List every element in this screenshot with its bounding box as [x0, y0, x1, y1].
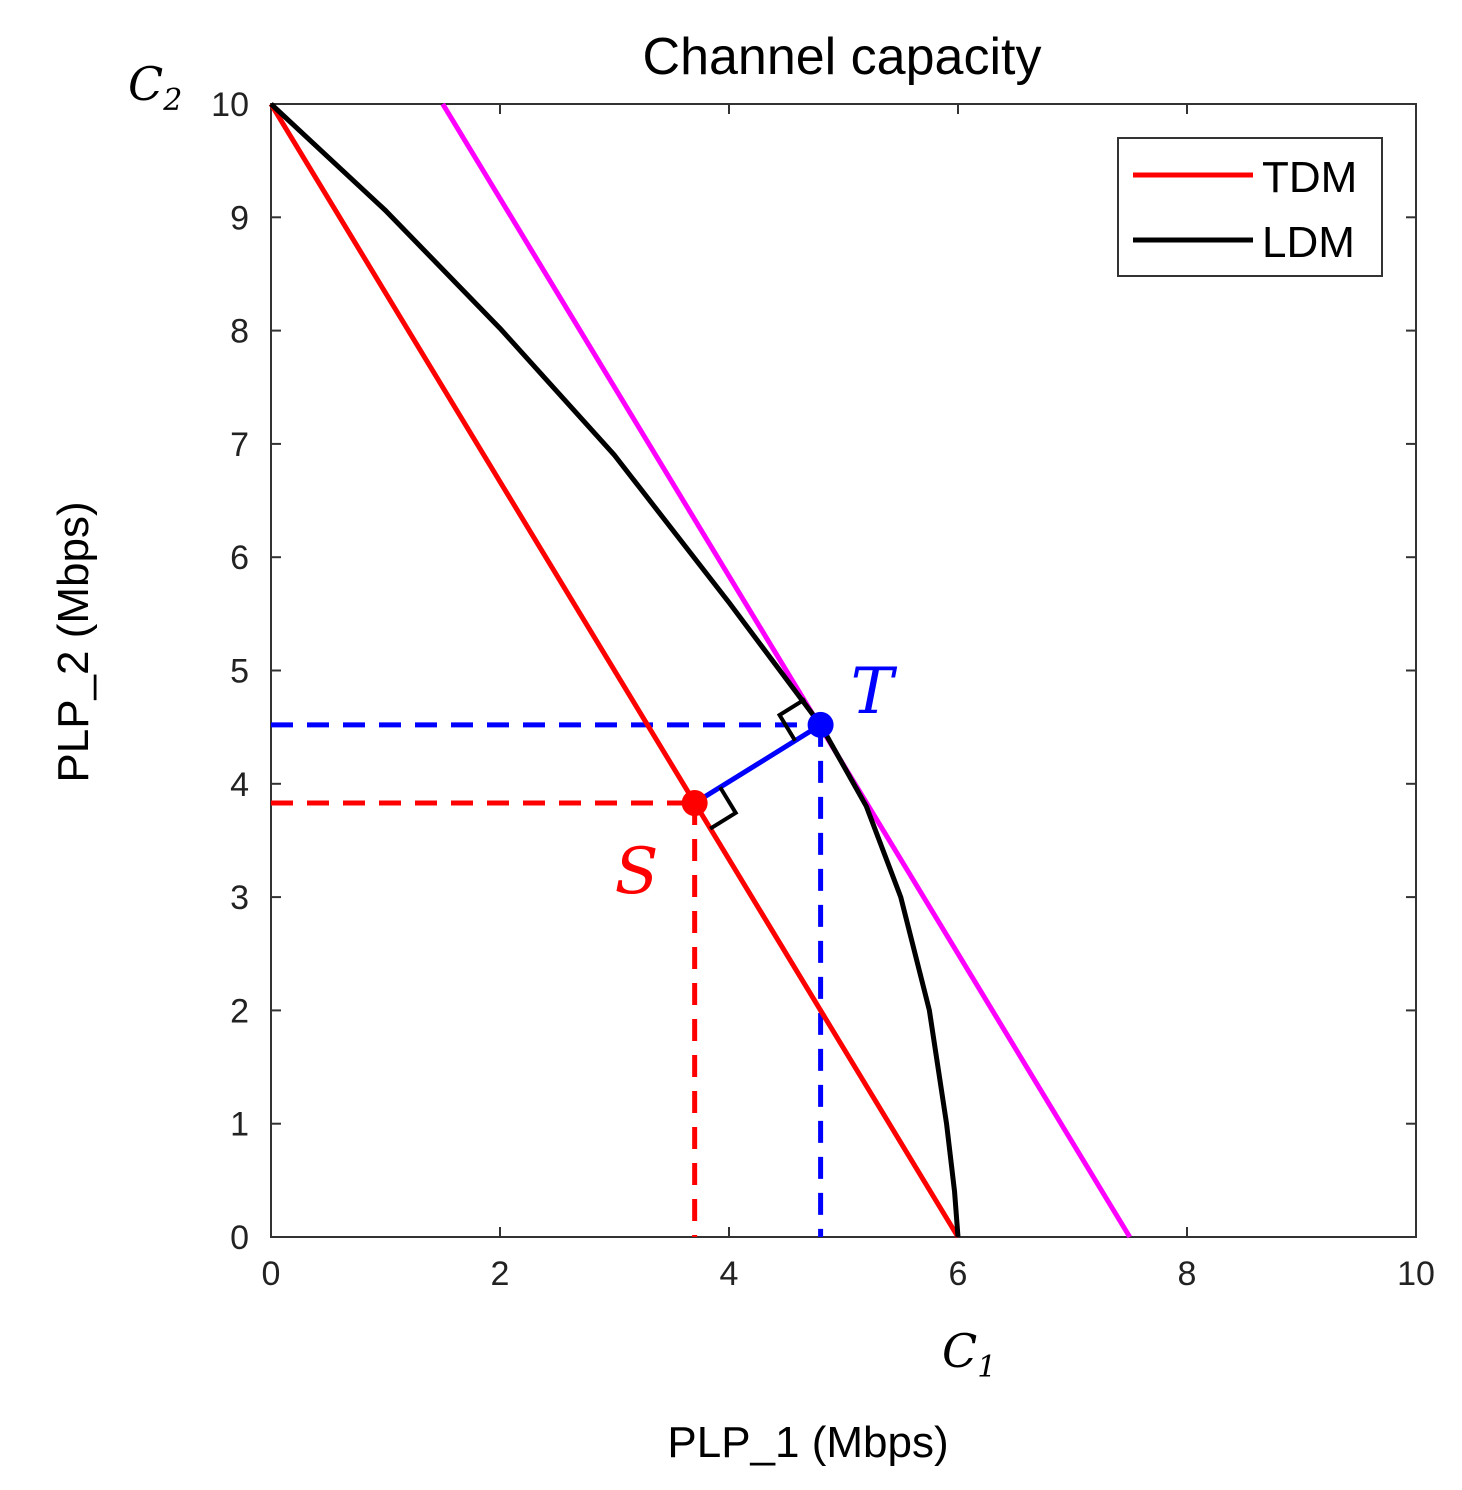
- y-tick-label: 7: [230, 426, 249, 464]
- series-line-tdm: [268, 102, 961, 1239]
- y-tick-label: 3: [230, 879, 249, 917]
- y-symbol-label: C2: [128, 57, 182, 118]
- y-tick-label: 4: [230, 766, 249, 804]
- legend: TDM LDM: [1117, 137, 1383, 277]
- tangent-line: [440, 102, 1132, 1239]
- legend-label-ldm: LDM: [1262, 218, 1355, 267]
- y-tick-label: 10: [211, 86, 249, 124]
- legend-label-tdm: TDM: [1262, 153, 1357, 202]
- y-axis-label: PLP_2 (Mbps): [49, 501, 98, 782]
- y-tick-label: 9: [230, 199, 249, 237]
- y-tick-label: 5: [230, 653, 249, 691]
- y-tick-label: 8: [230, 313, 249, 351]
- x-tick-label: 2: [491, 1255, 510, 1293]
- point-label-s: S: [615, 835, 659, 909]
- x-tick-label: 10: [1397, 1255, 1435, 1293]
- x-axis-label: PLP_1 (Mbps): [667, 1418, 948, 1467]
- right-angle-marker-t: [776, 697, 807, 742]
- y-tick-label: 0: [230, 1219, 249, 1257]
- y-tick-label: 2: [230, 992, 249, 1030]
- x-symbol-label: C1: [942, 1324, 996, 1385]
- legend-box: [1117, 137, 1383, 277]
- x-tick-label: 8: [1178, 1255, 1197, 1293]
- right-angle-marker-s: [709, 786, 739, 831]
- point-label-t: T: [851, 655, 898, 729]
- y-tick-label: 6: [230, 539, 249, 577]
- series-line-ldm: [269, 102, 961, 1238]
- chart-title: Channel capacity: [643, 28, 1042, 86]
- y-tick-label: 1: [230, 1106, 249, 1144]
- connector-s-t: [693, 722, 822, 806]
- x-tick-label: 0: [262, 1255, 281, 1293]
- point-t: [807, 711, 834, 738]
- x-tick-label: 4: [720, 1255, 739, 1293]
- x-tick-label: 6: [949, 1255, 968, 1293]
- point-s: [681, 790, 708, 817]
